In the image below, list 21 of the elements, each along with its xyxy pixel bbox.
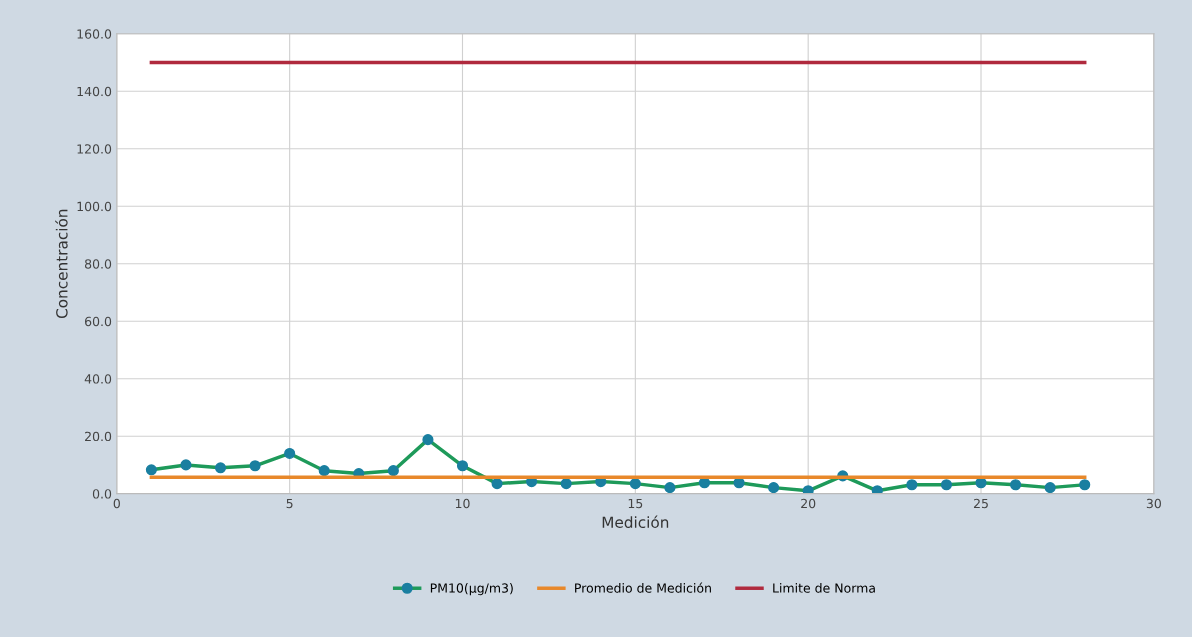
legend-label: Promedio de Medición [575, 582, 711, 593]
x-tick-label: 15 [628, 498, 643, 509]
y-tick-label: 140.0 [77, 86, 112, 97]
x-tick-label: 25 [973, 498, 988, 509]
y-tick-label: 0.0 [92, 489, 112, 499]
x-tick-label: 30 [1146, 498, 1161, 509]
y-axis-title: Concentración [55, 209, 68, 319]
legend-label: PM10(µg/m3) [430, 583, 513, 596]
x-tick-label: 0 [113, 498, 120, 509]
y-tick-label: 60.0 [85, 316, 112, 327]
y-tick-label: 20.0 [85, 431, 112, 442]
x-tick-label: 10 [455, 498, 470, 509]
y-tick-label: 120.0 [77, 144, 112, 154]
y-tick-label: 160.0 [77, 29, 112, 39]
y-tick-label: 100.0 [77, 201, 112, 212]
x-tick-label: 20 [801, 498, 816, 509]
x-tick-label: 5 [286, 498, 293, 509]
x-axis-title: Medición [602, 515, 669, 529]
y-tick-label: 80.0 [84, 259, 112, 269]
legend-label: Limite de Norma [773, 583, 875, 593]
y-tick-label: 40.0 [84, 374, 112, 384]
